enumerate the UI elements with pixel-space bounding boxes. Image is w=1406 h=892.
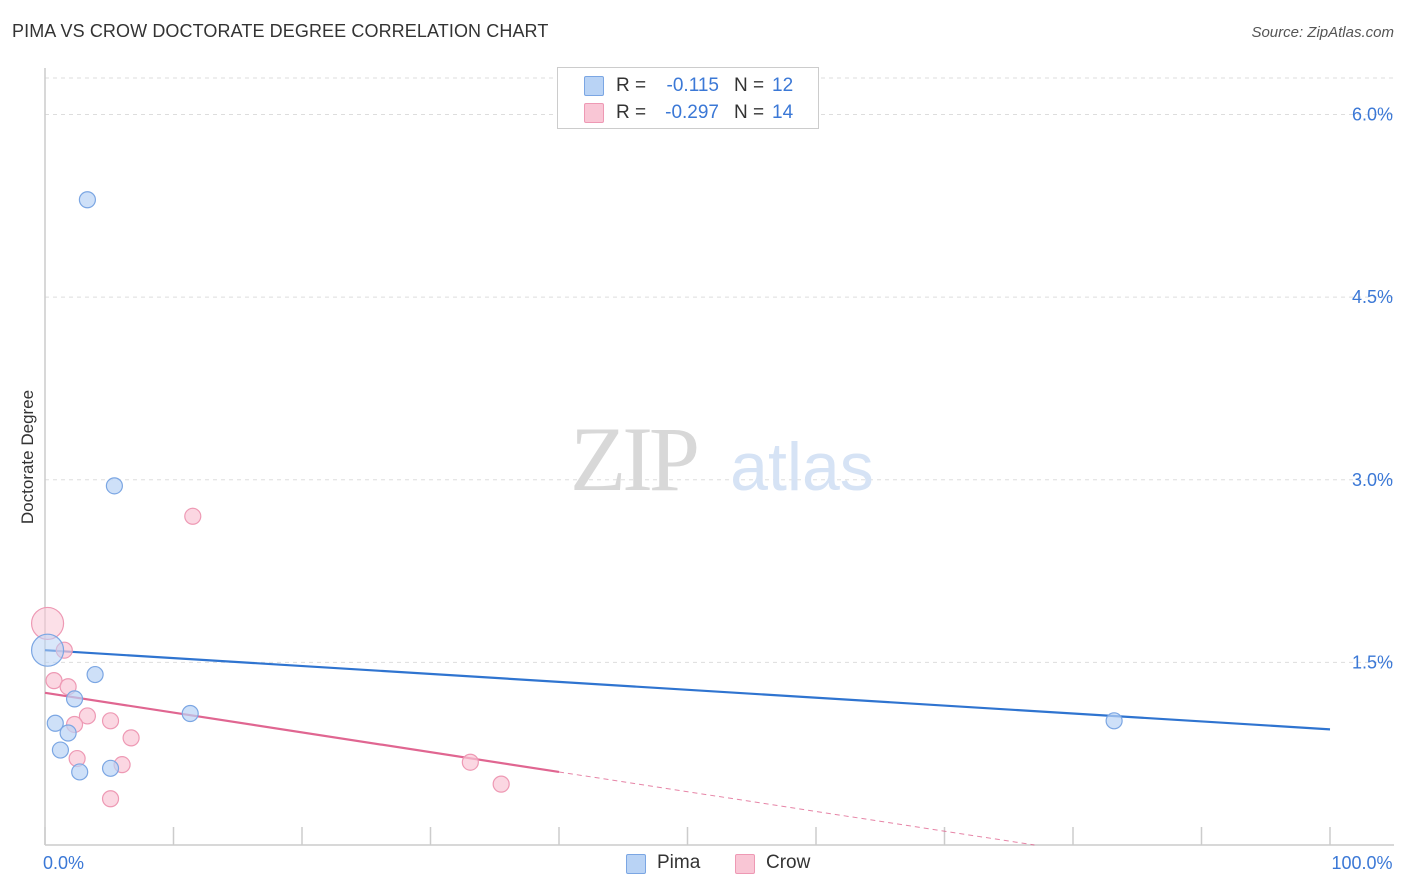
trendline-crow-extension bbox=[558, 771, 1035, 846]
bottom-legend-swatch-crow bbox=[735, 854, 755, 874]
grid-lines bbox=[45, 77, 1394, 663]
data-point-pima bbox=[30, 633, 65, 667]
x-tick-label: 0.0% bbox=[43, 853, 84, 873]
bottom-legend-label-crow: Crow bbox=[766, 852, 811, 873]
y-tick-label: 4.5% bbox=[1352, 287, 1393, 307]
y-tick-label: 3.0% bbox=[1352, 470, 1393, 490]
data-point-pima bbox=[101, 759, 120, 777]
axes bbox=[44, 68, 1394, 846]
legend-row-pima: R = -0.115 N = 12 bbox=[558, 73, 818, 99]
data-point-crow bbox=[122, 729, 140, 747]
data-point-pima bbox=[51, 741, 70, 759]
legend-box: R = -0.115 N = 12 R = -0.297 N = 14 bbox=[557, 67, 819, 129]
data-point-pima bbox=[105, 477, 123, 495]
legend-n-label: N = bbox=[734, 102, 765, 123]
legend-r-label: R = bbox=[616, 102, 647, 123]
watermark-zip: ZIP bbox=[570, 408, 697, 510]
bottom-legend-swatch-pima bbox=[626, 854, 646, 874]
data-point-crow bbox=[45, 672, 63, 690]
bottom-legend-label-pima: Pima bbox=[657, 852, 701, 873]
data-point-crow bbox=[184, 507, 202, 525]
y-axis-label: Doctorate Degree bbox=[18, 390, 37, 524]
data-point-crow bbox=[101, 712, 120, 730]
tick-labels: 6.0% 4.5% 3.0% 1.5% 0.0% 100.0% bbox=[43, 105, 1393, 873]
data-point-crow bbox=[461, 753, 479, 771]
legend-row-crow: R = -0.297 N = 14 bbox=[558, 100, 818, 126]
legend-swatch-crow bbox=[584, 103, 604, 123]
data-point-pima bbox=[1105, 712, 1123, 730]
legend-n-value: 14 bbox=[772, 102, 794, 123]
watermark: ZIP atlas bbox=[570, 408, 874, 510]
watermark-atlas: atlas bbox=[730, 429, 874, 505]
legend-r-label: R = bbox=[616, 75, 647, 96]
data-point-crow bbox=[78, 707, 97, 725]
data-point-pima bbox=[86, 665, 104, 684]
chart-title: PIMA VS CROW DOCTORATE DEGREE CORRELATIO… bbox=[12, 21, 549, 41]
y-tick-label: 6.0% bbox=[1352, 105, 1393, 125]
legend-n-value: 12 bbox=[772, 75, 794, 96]
data-point-crow bbox=[492, 775, 510, 793]
data-point-pima bbox=[78, 191, 97, 209]
data-point-crow bbox=[101, 790, 120, 808]
chart-source: Source: ZipAtlas.com bbox=[1251, 24, 1394, 41]
legend-n-label: N = bbox=[734, 75, 765, 96]
legend-r-value: -0.297 bbox=[665, 102, 719, 123]
data-point-pima bbox=[181, 704, 199, 723]
data-point-pima bbox=[46, 714, 64, 732]
trend-lines bbox=[44, 649, 1331, 846]
x-tick-label: 100.0% bbox=[1331, 853, 1392, 873]
data-point-pima bbox=[59, 724, 77, 742]
legend-r-value: -0.115 bbox=[666, 75, 719, 96]
data-point-pima bbox=[65, 690, 84, 708]
data-points bbox=[30, 191, 1123, 808]
y-tick-label: 1.5% bbox=[1352, 652, 1393, 672]
data-point-pima bbox=[71, 763, 89, 781]
legend-swatch-pima bbox=[584, 76, 604, 96]
